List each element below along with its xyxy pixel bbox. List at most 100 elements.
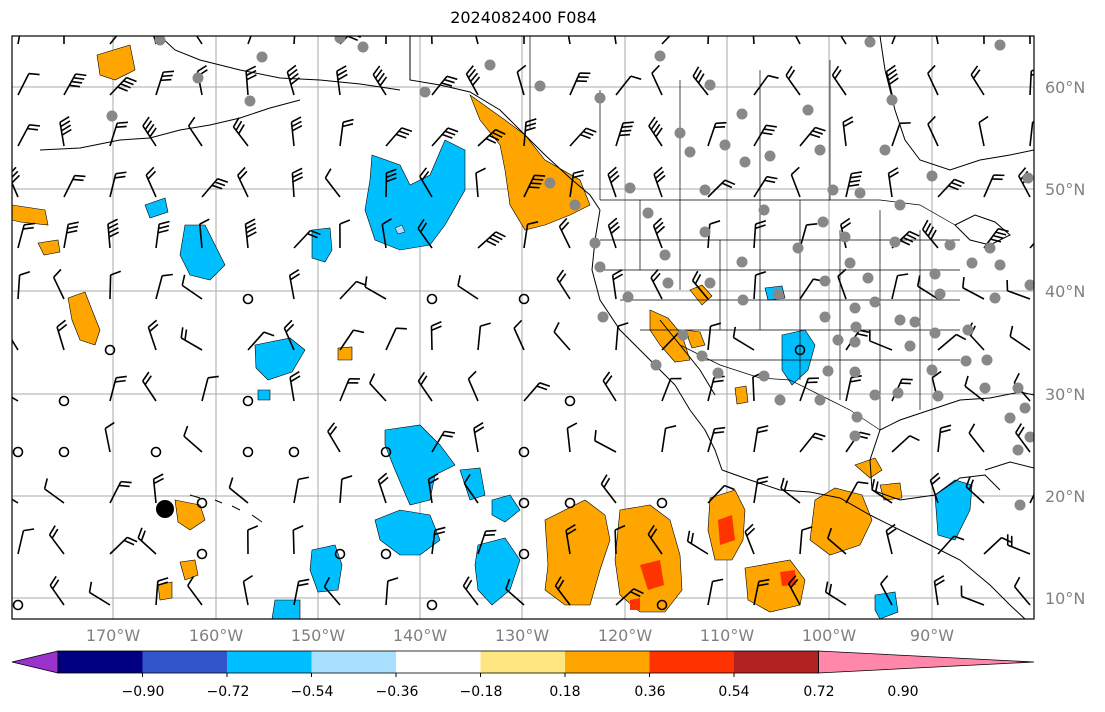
- station-dot: [659, 249, 671, 261]
- station-dot: [822, 365, 834, 377]
- wind-barb: [933, 575, 945, 606]
- shade-npac-2: [311, 227, 333, 263]
- station-dot: [662, 277, 674, 289]
- wind-barb: [845, 171, 863, 198]
- wind-barb: [1029, 120, 1034, 147]
- colorbar-tick-label: 0.36: [634, 684, 666, 700]
- station-dot: [704, 277, 716, 289]
- wind-barb: [970, 65, 985, 96]
- station-dot: [839, 231, 851, 243]
- wind-barb: [615, 322, 629, 351]
- lon-label-150w: 150°W: [290, 626, 346, 645]
- calm-circle: [564, 497, 576, 509]
- wind-barb: [17, 270, 31, 300]
- wind-barb: [237, 166, 249, 198]
- station-dot: [758, 204, 770, 216]
- station-dot: [844, 257, 856, 269]
- colorbar-segment: [311, 651, 397, 673]
- wind-barb: [17, 72, 40, 96]
- wind-barb: [245, 65, 257, 96]
- station-dot: [594, 92, 606, 104]
- calm-circle: [518, 548, 530, 560]
- wind-barb: [369, 373, 387, 402]
- wind-barb: [59, 116, 72, 147]
- wind-barb: [63, 221, 79, 249]
- shade-subtrop-5: [491, 494, 521, 523]
- lon-label-90w: 90°W: [909, 626, 955, 645]
- station-dot: [929, 327, 941, 339]
- wind-barb: [523, 382, 551, 402]
- shade-subtrop-3: [374, 509, 441, 556]
- calm-wind-circles: [12, 293, 806, 611]
- station-dot: [904, 340, 916, 352]
- station-dot: [932, 390, 944, 402]
- wind-barb: [290, 116, 303, 147]
- negative-anomaly-shading: [144, 139, 973, 619]
- wind-barb: [293, 578, 310, 606]
- station-dot: [819, 311, 831, 323]
- wind-barb: [707, 121, 727, 147]
- calm-circle: [380, 548, 392, 560]
- shade-epac-2: [614, 504, 683, 613]
- wind-barb: [516, 64, 527, 96]
- shade-gulf-alaska: [364, 139, 466, 251]
- shade-subtrop-6: [309, 544, 343, 593]
- baja-coast: [674, 384, 723, 471]
- wind-barb: [145, 166, 157, 198]
- calm-circle: [58, 395, 70, 407]
- wind-barb: [63, 73, 87, 96]
- wind-barb: [1013, 576, 1031, 606]
- wind-barb: [17, 124, 41, 147]
- wind-barb: [377, 472, 389, 504]
- station-dot: [802, 104, 814, 116]
- wind-barb: [1029, 69, 1034, 96]
- wind-barb: [181, 274, 203, 300]
- colorbar-extend-low: [11, 650, 59, 674]
- shade-baja-s: [734, 385, 749, 405]
- wind-barb: [831, 65, 847, 96]
- station-dot: [979, 382, 991, 394]
- lat-label-20n: 20°N: [1045, 487, 1086, 506]
- calm-circle: [564, 395, 576, 407]
- station-dot: [674, 127, 686, 139]
- colorbar-segment: [480, 651, 566, 673]
- wind-barb: [753, 578, 770, 606]
- hudson-bay: [879, 36, 1034, 171]
- wind-barb: [799, 526, 813, 555]
- wind-barb: [780, 477, 801, 504]
- colorbar-segment: [565, 651, 650, 673]
- station-dot: [962, 324, 974, 336]
- station-dot: [484, 59, 496, 71]
- calm-circle: [656, 599, 668, 611]
- station-dot: [719, 139, 731, 151]
- station-dot: [704, 79, 716, 91]
- wind-barb: [983, 36, 985, 45]
- wind-barb: [49, 575, 65, 606]
- station-dot: [622, 291, 634, 303]
- wind-barb: [523, 174, 546, 198]
- station-dot: [1022, 172, 1034, 184]
- station-dot: [981, 354, 993, 366]
- shade-epac-1: [544, 499, 611, 606]
- wind-barb: [960, 585, 985, 606]
- wind-barb: [385, 168, 397, 198]
- wind-barb: [109, 36, 130, 45]
- station-dot: [736, 256, 748, 268]
- station-dot: [879, 144, 891, 156]
- wind-barb: [283, 319, 295, 351]
- wind-barb: [63, 36, 65, 45]
- wind-barb: [880, 575, 893, 606]
- wind-barb: [652, 217, 666, 249]
- shade-rockies: [684, 329, 706, 349]
- wind-barb: [431, 526, 446, 555]
- colorbar-tick-label: −0.18: [459, 684, 503, 700]
- station-dot: [642, 207, 654, 219]
- lon-label-100w: 100°W: [801, 626, 857, 645]
- wind-barb: [427, 473, 439, 504]
- wind-barb: [473, 422, 485, 453]
- wind-barb: [232, 117, 249, 147]
- wind-barb: [602, 371, 617, 402]
- wind-barb: [885, 523, 897, 555]
- wind-barb: [837, 268, 847, 300]
- wind-barbs: [12, 36, 1034, 606]
